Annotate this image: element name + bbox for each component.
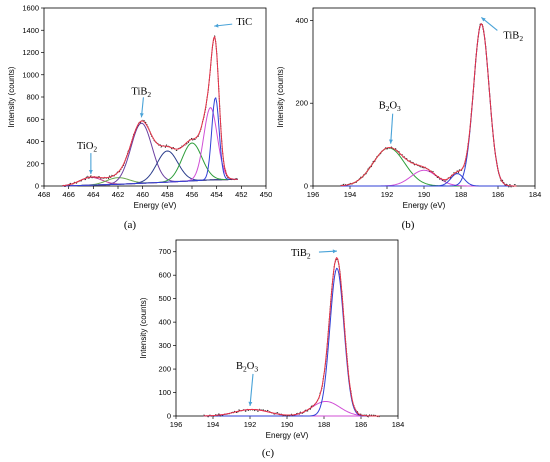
x-tick-label: 450 [260,190,273,199]
y-tick-label: 800 [26,93,39,102]
x-tick-label: 188 [455,190,468,199]
x-tick-label: 196 [307,190,320,199]
x-axis-title: Energy (eV) [266,431,309,440]
chart-panel-c: 196 194 192 190 188 186 184 0 100 200 300 400 500 600… [139,239,405,459]
x-tick-label: 184 [392,420,405,429]
y-tick-label: 200 [158,365,171,374]
peak-label-1: B2O3 [379,101,401,114]
peak-label-1: B2O3 [236,361,258,374]
component-peak-4 [62,150,238,187]
plot-frame [43,7,267,187]
annotation-arrowhead [248,401,253,406]
y-tick-label: 300 [158,341,171,350]
annotation-arrowhead [389,139,393,144]
peak-label-2: TiB2 [131,86,151,99]
envelope-line [340,23,517,187]
x-tick-label: 468 [38,190,51,199]
y-tick-label: 600 [158,271,171,280]
component-peak-3 [203,267,380,417]
y-tick-label: 400 [295,16,308,25]
x-tick-label: 460 [136,190,149,199]
annotation-arrowhead [88,170,93,175]
y-tick-label: 200 [295,99,308,108]
x-tick-label: 462 [112,190,125,199]
envelope-line [62,36,238,187]
y-tick-label: 1000 [22,70,39,79]
x-tick-label: 454 [210,190,223,199]
x-tick-label: 194 [344,190,357,199]
x-axis-title: Energy (eV) [403,201,446,210]
x-tick-label: 192 [381,190,394,199]
y-tick-label: 200 [26,159,39,168]
y-tick-label: 0 [35,182,39,191]
peak-label-1: TiO2 [77,141,98,154]
panel-label: (c) [262,447,275,459]
x-tick-label: 184 [529,190,542,199]
x-axis-title: Energy (eV) [134,201,177,210]
plot-frame [175,239,399,417]
x-tick-label: 452 [235,190,248,199]
y-tick-label: 1600 [22,4,39,13]
peak-label-3: TiC [236,17,252,28]
x-tick-label: 464 [87,190,100,199]
x-tick-label: 186 [355,420,368,429]
x-tick-label: 194 [207,420,220,429]
peak-label-2: TiB2 [503,30,523,43]
y-tick-label: 100 [158,388,171,397]
x-tick-label: 192 [244,420,257,429]
annotation-arrowhead [481,17,486,22]
y-tick-label: 0 [304,182,308,191]
x-tick-label: 196 [170,420,183,429]
envelope-line [203,257,380,417]
x-tick-label: 458 [161,190,174,199]
x-tick-label: 188 [318,420,331,429]
y-tick-label: 1200 [22,48,39,57]
x-tick-label: 190 [281,420,294,429]
y-tick-label: 600 [26,115,39,124]
component-peak-7 [62,97,238,187]
component-peak-2 [340,169,517,187]
annotation-arrowhead [332,249,337,254]
annotation-arrowhead [214,23,219,28]
plot-frame [312,7,536,187]
x-tick-label: 186 [492,190,505,199]
panel-label: (b) [402,219,415,231]
y-tick-label: 0 [167,412,171,421]
y-tick-label: 400 [158,318,171,327]
y-tick-label: 1400 [22,26,39,35]
chart-panel-a: 468 466 464 462 460 458 456 454 452 450 0 200 400 600… [7,4,272,232]
raw-data-line [203,257,380,418]
x-tick-label: 466 [62,190,75,199]
chart-panel-b: 196 194 192 190 188 186 184 0 200 400 Energy (eV) I… [276,7,542,231]
y-tick-label: 400 [26,137,39,146]
y-axis-title: Intensity (counts) [7,66,16,127]
y-tick-label: 500 [158,294,171,303]
annotation-arrowhead [139,113,144,118]
component-peak-1 [340,147,517,187]
y-axis-title: Intensity (counts) [139,297,148,358]
x-tick-label: 456 [186,190,199,199]
annotation-arrow [390,113,394,144]
peak-label-2: TiB2 [291,248,311,261]
y-axis-title: Intensity (counts) [276,66,285,127]
y-tick-label: 700 [158,247,171,256]
panel-label: (a) [124,219,137,231]
annotation-arrow [249,373,254,407]
x-tick-label: 190 [418,190,431,199]
